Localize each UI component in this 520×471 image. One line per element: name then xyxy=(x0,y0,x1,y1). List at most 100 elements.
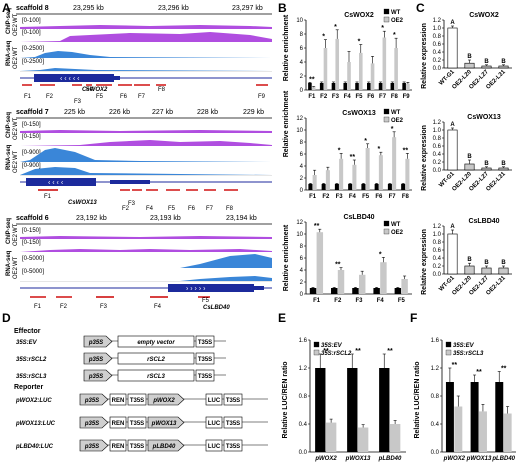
wt-label: WT xyxy=(13,46,19,56)
legend-label: 35S:rSCL3 xyxy=(453,351,484,357)
bar xyxy=(401,279,408,294)
x-tick-label: F8 xyxy=(402,194,410,200)
bar xyxy=(380,262,387,294)
y-tick-label: 0.4 xyxy=(299,422,308,428)
construct-box xyxy=(127,416,147,429)
axis-label-c: Relative expression xyxy=(421,125,428,191)
range-label: [0-900] xyxy=(22,163,41,169)
significance-letter: B xyxy=(501,161,506,167)
significance-mark: * xyxy=(379,251,382,258)
rna-label: RNA-seq xyxy=(6,144,12,170)
promoter-arrow xyxy=(147,393,185,406)
coord-label: 23,297 kb xyxy=(232,5,263,12)
range-label: [0-150] xyxy=(22,240,41,246)
construct-label: LUC xyxy=(208,421,221,427)
promoter-arrow xyxy=(79,393,109,406)
bar xyxy=(355,83,359,90)
panel-label-f: F xyxy=(410,311,417,325)
bar xyxy=(361,184,366,190)
significance-mark: ** xyxy=(323,348,329,355)
x-tick-label: F7 xyxy=(389,194,397,200)
significance-letter: B xyxy=(501,260,506,266)
y-tick-label: 6 xyxy=(300,256,304,262)
construct-label: T35S xyxy=(226,421,240,427)
construct-box xyxy=(109,439,127,452)
fragment-label: F3 xyxy=(100,304,108,310)
construct-box xyxy=(117,369,195,382)
oe-label: OE2 xyxy=(13,127,19,140)
axis-label-c: Relative expression xyxy=(421,229,428,295)
bar xyxy=(308,83,312,90)
axis-label-e: Relative LUC/REN ratio xyxy=(282,361,289,438)
significance-mark: * xyxy=(381,25,384,32)
legend-label: WT xyxy=(391,222,401,228)
x-tick-label: F4 xyxy=(377,298,385,304)
bar xyxy=(406,83,410,90)
fragment-label: F1 xyxy=(24,94,32,100)
promoter-label: pLBD40 xyxy=(152,444,176,450)
fragment-label: F9 xyxy=(258,94,266,100)
reporter-name: pWOX2:LUC xyxy=(15,398,52,404)
axis-label-b: Relative enrichment xyxy=(283,224,290,291)
y-tick-label: 8 xyxy=(300,244,304,250)
x-tick-label: F3 xyxy=(355,298,363,304)
construct-box xyxy=(195,352,215,365)
gene-label: CsWOX2 xyxy=(82,87,108,93)
wt-label: WT xyxy=(13,117,19,127)
bar xyxy=(321,184,326,190)
wt-label: WT xyxy=(13,150,19,160)
significance-mark: ** xyxy=(403,147,409,154)
bar xyxy=(390,424,401,452)
chip-label: ChIP-seq xyxy=(6,218,12,244)
y-tick-label: 1.6 xyxy=(299,338,308,344)
panel-label-e: E xyxy=(278,311,286,325)
chart-title: CsLBD40 xyxy=(468,218,499,225)
y-tick-label: 4 xyxy=(300,164,304,170)
significance-mark: * xyxy=(358,39,361,46)
construct-label: REN xyxy=(112,421,125,427)
svg-text:‹ ‹ ‹ ‹: ‹ ‹ ‹ ‹ xyxy=(48,180,64,187)
y-tick-label: 4 xyxy=(300,60,304,66)
y-tick-label: 0.8 xyxy=(299,394,308,400)
construct-label: T35S xyxy=(198,340,212,346)
y-tick-label: 12 xyxy=(296,220,303,226)
y-tick-label: 0.6 xyxy=(433,248,442,254)
y-tick-label: 8 xyxy=(300,140,304,146)
promoter-arrow xyxy=(147,416,185,429)
significance-mark: ** xyxy=(501,366,507,373)
significance-letter: A xyxy=(450,122,455,128)
effector-name: 35S:rSCL3 xyxy=(16,374,47,380)
legend-label: OE2 xyxy=(391,230,404,236)
fragment-label: F4 xyxy=(86,87,94,93)
gene-label: CsLBD40 xyxy=(203,305,230,311)
x-tick-label: pWOX2 xyxy=(443,456,466,462)
x-tick-label: F2 xyxy=(322,194,330,200)
construct-label: T35S xyxy=(226,444,240,450)
fragment-label: F7 xyxy=(138,94,146,100)
x-tick-label: F2 xyxy=(334,298,342,304)
y-tick-label: 1.2 xyxy=(299,366,308,372)
bar xyxy=(394,48,398,90)
promoter-label: p35S xyxy=(88,374,103,380)
chart-b-wox13: 0 2 4 6 8 10 12 CsWOX13 F1 F2 * F3 ** F4 * F5 * F6 * F7 ** F8… xyxy=(296,108,412,200)
x-tick-label: pWOX13 xyxy=(466,456,492,462)
bar xyxy=(394,288,402,294)
y-tick-label: 0.0 xyxy=(433,168,442,174)
construct-label: rSCL3 xyxy=(147,374,165,380)
bar xyxy=(326,422,337,452)
y-tick-label: 0.0 xyxy=(299,450,308,456)
construct-box xyxy=(223,439,243,452)
bar xyxy=(447,129,458,171)
bar xyxy=(367,83,371,90)
panel-label-d: D xyxy=(2,311,11,325)
chart-b-lbd40: 0 2 4 6 8 10 12 CsLBD40 ** F1 ** F2 F3 * F4 F5 WT OE2 xyxy=(296,214,412,304)
significance-letter: B xyxy=(484,260,489,266)
bar xyxy=(392,137,397,190)
construct-label: T35S xyxy=(130,398,144,404)
bar xyxy=(358,427,369,452)
y-tick-label: 10 xyxy=(296,232,303,238)
significance-letter: A xyxy=(450,224,455,230)
y-tick-label: 0.0 xyxy=(433,272,442,278)
y-tick-label: 0.6 xyxy=(433,42,442,48)
bar xyxy=(495,382,504,452)
